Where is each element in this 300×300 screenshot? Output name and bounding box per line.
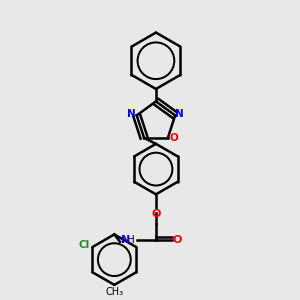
Text: H: H <box>128 235 135 245</box>
Text: N: N <box>127 109 136 119</box>
Text: N: N <box>175 109 184 119</box>
Text: CH₃: CH₃ <box>105 287 123 297</box>
Text: O: O <box>173 235 182 245</box>
Text: O: O <box>170 133 179 143</box>
Text: Cl: Cl <box>79 240 90 250</box>
Text: O: O <box>151 209 160 219</box>
Text: N: N <box>121 235 130 245</box>
